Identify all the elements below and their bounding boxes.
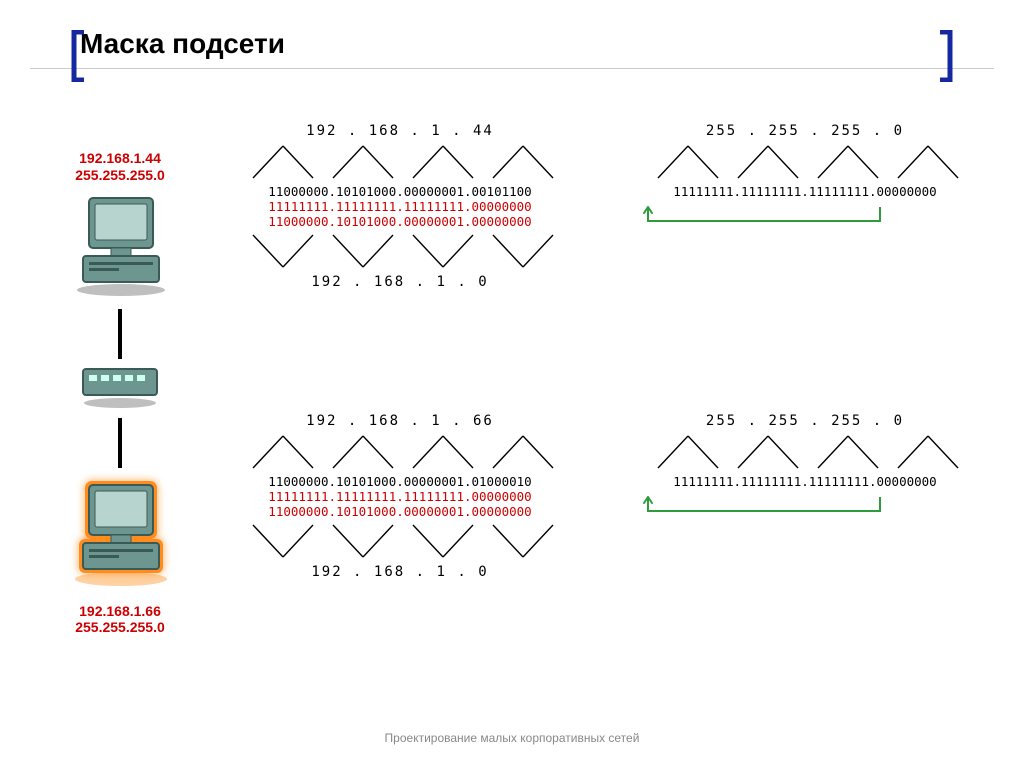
calc1-tree-down xyxy=(220,142,580,182)
host2-label: 192.168.1.66 255.255.255.0 xyxy=(40,603,200,637)
calc2-mask-bin: 11111111.11111111.11111111.00000000 xyxy=(220,489,580,504)
calc1-ip-dec: 192 . 168 . 1 . 44 xyxy=(220,123,580,139)
mask1-arrow xyxy=(640,199,970,229)
bracket-right xyxy=(938,30,954,82)
host-column: 192.168.1.44 255.255.255.0 xyxy=(40,150,200,636)
calc1-tree-up xyxy=(220,231,580,271)
mask2-tree-down xyxy=(640,432,970,472)
calc2-ip-bin: 11000000.10101000.00000001.01000010 xyxy=(220,474,580,489)
computer2-icon xyxy=(40,472,200,597)
calc2-tree-down xyxy=(220,432,580,472)
host2-mask: 255.255.255.0 xyxy=(40,619,200,636)
calc-block-2: 192 . 168 . 1 . 66 11000000.10101000.000… xyxy=(220,410,580,583)
mask2-dec: 255 . 255 . 255 . 0 xyxy=(640,413,970,429)
host1-ip: 192.168.1.44 xyxy=(40,150,200,167)
bracket-left xyxy=(70,30,86,82)
calc2-net-bin: 11000000.10101000.00000001.00000000 xyxy=(220,504,580,519)
mask2-bin: 11111111.11111111.11111111.00000000 xyxy=(640,474,970,489)
calc2-ip-dec: 192 . 168 . 1 . 66 xyxy=(220,413,580,429)
calc1-mask-bin: 11111111.11111111.11111111.00000000 xyxy=(220,199,580,214)
mask1-bin: 11111111.11111111.11111111.00000000 xyxy=(640,184,970,199)
mask-block-2: 255 . 255 . 255 . 0 11111111.11111111.11… xyxy=(640,410,970,519)
mask1-dec: 255 . 255 . 255 . 0 xyxy=(640,123,970,139)
wire-bottom xyxy=(118,418,122,468)
calc1-ip-bin: 11000000.10101000.00000001.00101100 xyxy=(220,184,580,199)
calc1-net-dec: 192 . 168 . 1 . 0 xyxy=(220,274,580,290)
page-title: Маска подсети xyxy=(80,28,994,60)
computer1-icon xyxy=(40,190,200,305)
calc2-tree-up xyxy=(220,521,580,561)
mask2-arrow xyxy=(640,489,970,519)
host2-ip: 192.168.1.66 xyxy=(40,603,200,620)
wire-top xyxy=(118,309,122,359)
footer-text: Проектирование малых корпоративных сетей xyxy=(0,731,1024,745)
mask1-tree-down xyxy=(640,142,970,182)
mask-block-1: 255 . 255 . 255 . 0 11111111.11111111.11… xyxy=(640,120,970,229)
calc1-net-bin: 11000000.10101000.00000001.00000000 xyxy=(220,214,580,229)
host1-label: 192.168.1.44 255.255.255.0 xyxy=(40,150,200,184)
calc2-net-dec: 192 . 168 . 1 . 0 xyxy=(220,564,580,580)
title-bar: Маска подсети xyxy=(30,20,994,69)
calc-block-1: 192 . 168 . 1 . 44 11000000.10101000.000… xyxy=(220,120,580,293)
host1-mask: 255.255.255.0 xyxy=(40,167,200,184)
hub-icon xyxy=(40,361,200,416)
